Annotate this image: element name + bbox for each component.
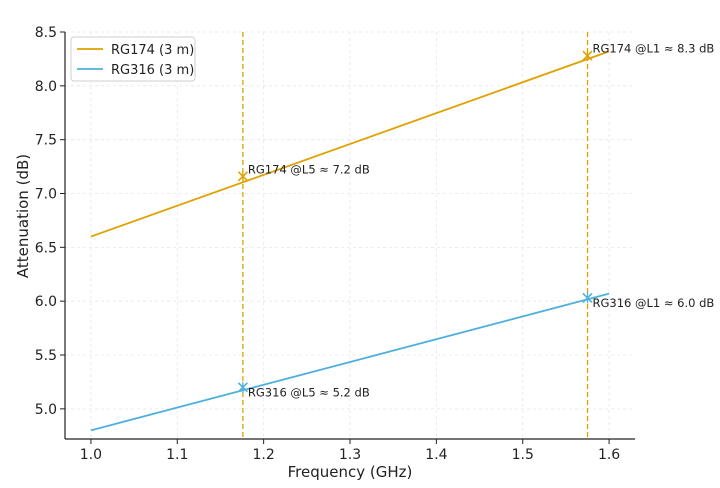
x-tick-label: 1.2 — [253, 447, 275, 463]
markers: RG174 @L5 ≈ 7.2 dB RG174 @L1 ≈ 8.3 dB RG31… — [237, 42, 715, 399]
y-tick-label: 5.5 — [35, 348, 57, 364]
x-axis-title: Frequency (GHz) — [288, 463, 413, 481]
legend-box — [70, 36, 196, 82]
legend-label: RG316 (3 m) — [111, 63, 194, 78]
x-tick-label: 1.3 — [339, 447, 361, 463]
y-tick-label: 6.5 — [35, 240, 57, 256]
x-tick-label: 1.1 — [166, 447, 188, 463]
y-tick-label: 6.0 — [35, 294, 57, 310]
y-tick-label: 7.5 — [35, 133, 57, 149]
marker-label: RG316 @L5 ≈ 5.2 dB — [248, 385, 370, 399]
grid — [65, 31, 635, 439]
y-tick-label: 8.0 — [35, 79, 57, 95]
marker-label: RG174 @L1 ≈ 8.3 dB — [593, 42, 715, 56]
series-line-0 — [90, 50, 610, 238]
marker — [237, 170, 248, 182]
legend: RG174 (3 m) RG316 (3 m) — [70, 36, 196, 82]
x-tick-label: 1.0 — [80, 447, 102, 463]
y-axis-title: Attenuation (dB) — [14, 154, 32, 278]
marker-label: RG316 @L1 ≈ 6.0 dB — [593, 296, 715, 310]
marker-label: RG174 @L5 ≈ 7.2 dB — [248, 162, 370, 176]
marker — [237, 381, 248, 393]
x-tick-label: 1.4 — [425, 447, 447, 463]
y-tick-label: 5.0 — [35, 402, 57, 418]
marker — [582, 50, 593, 62]
y-tick-label: 8.5 — [35, 25, 57, 41]
series-line-1 — [90, 292, 610, 432]
legend-label: RG174 (3 m) — [111, 43, 194, 58]
x-tick-label: 1.6 — [598, 447, 620, 463]
marker — [582, 292, 593, 304]
y-tick-label: 7.0 — [35, 187, 57, 203]
axes: 1.0 1.1 1.2 1.3 1.4 1.5 1.6 5.0 5.5 6.0 6.5 7.0 7.5 8… — [35, 25, 635, 463]
reference-lines — [242, 32, 589, 439]
series-lines — [90, 50, 610, 432]
x-tick-label: 1.5 — [512, 447, 534, 463]
